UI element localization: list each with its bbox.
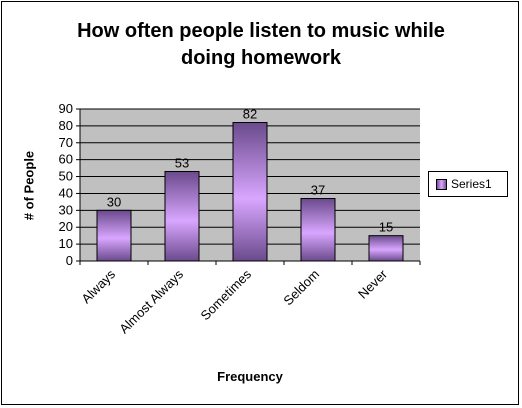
x-tick-label: Always (78, 266, 118, 306)
y-tick-label: 0 (66, 253, 73, 268)
y-tick-label: 90 (59, 101, 73, 116)
data-label: 82 (243, 107, 257, 122)
bar (96, 209, 132, 262)
x-axis-title: Frequency (217, 369, 283, 384)
data-label: 37 (311, 183, 325, 198)
data-label: 53 (175, 155, 189, 170)
y-tick-label: 80 (59, 118, 73, 133)
x-tick-label: Seldom (280, 267, 322, 309)
y-tick-label: 60 (59, 152, 73, 167)
bar (300, 198, 336, 262)
y-tick-label: 40 (59, 185, 73, 200)
x-tick-label: Never (355, 266, 391, 302)
y-tick-label: 20 (59, 219, 73, 234)
y-tick-label: 70 (59, 135, 73, 150)
x-tick-label: Sometimes (198, 266, 255, 323)
y-axis-title: # of People (21, 150, 37, 221)
bar (232, 122, 268, 262)
bar (368, 235, 404, 262)
data-label: 15 (379, 220, 393, 235)
x-tick-label: Almost Always (116, 266, 186, 336)
legend-swatch (436, 178, 447, 190)
legend: Series1 (428, 171, 508, 197)
chart-title: How often people listen to music while d… (0, 18, 522, 72)
data-label: 30 (107, 194, 121, 209)
chart-title-line-1: How often people listen to music while (77, 20, 445, 42)
chart-title-line-2: doing homework (181, 47, 341, 69)
y-tick-label: 10 (59, 236, 73, 251)
legend-label: Series1 (451, 177, 492, 191)
y-tick-label: 50 (59, 169, 73, 184)
y-tick-label: 30 (59, 202, 73, 217)
bar (164, 170, 200, 262)
